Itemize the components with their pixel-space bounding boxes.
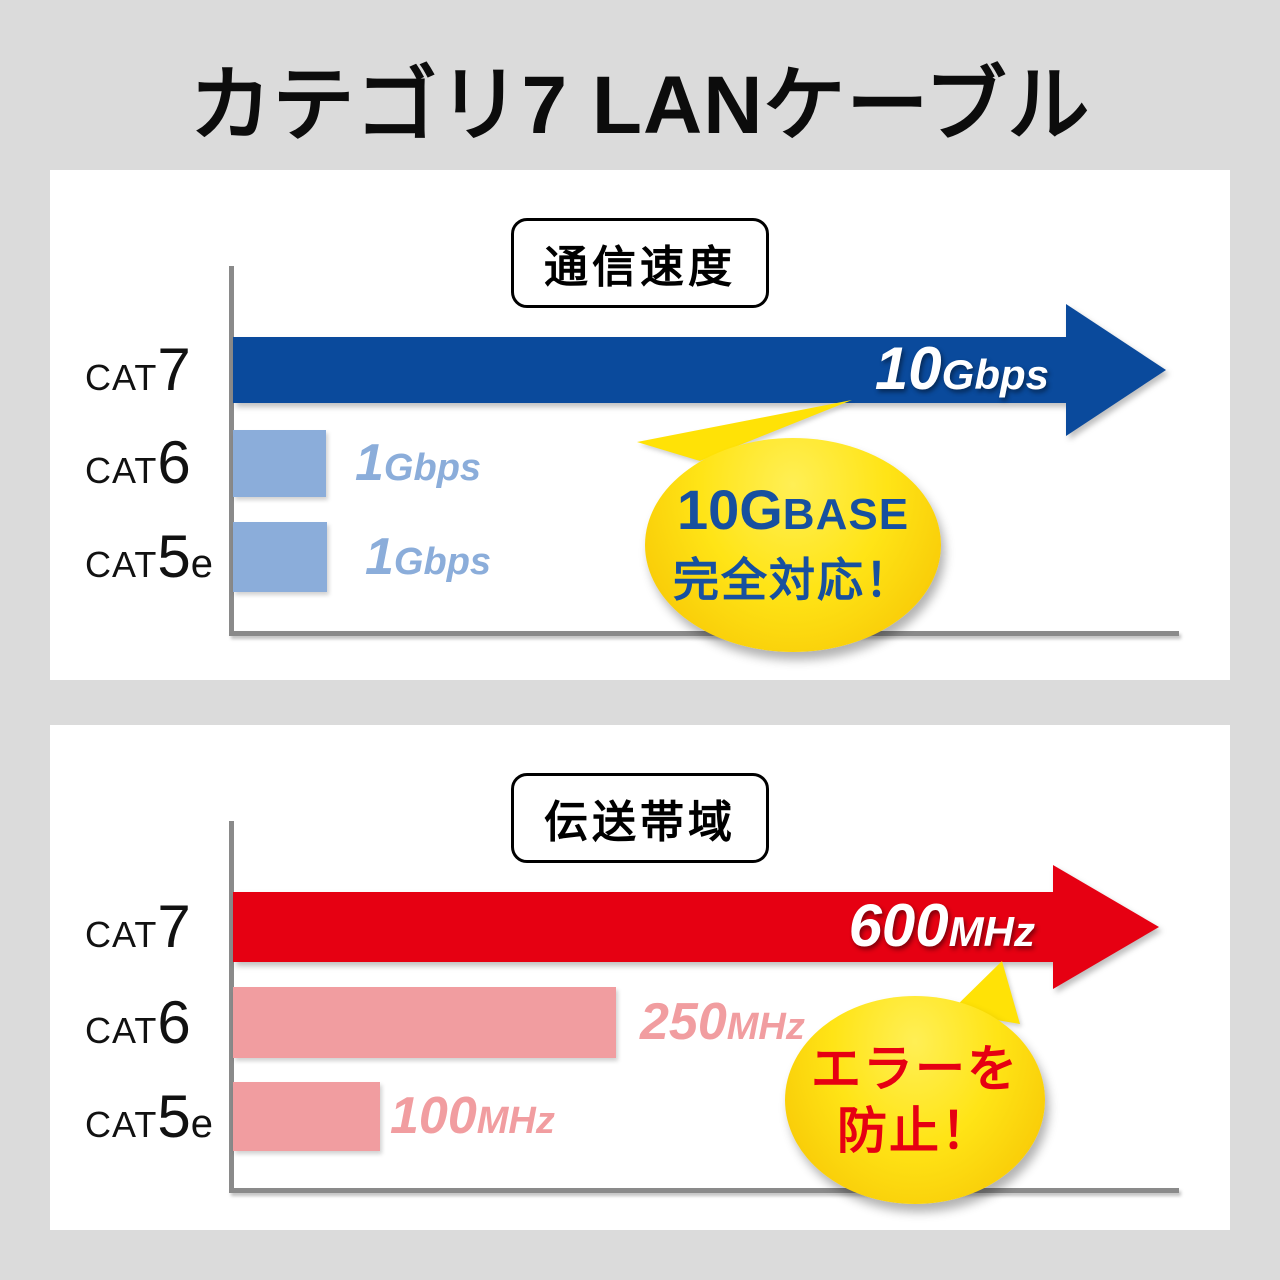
bandwidth-cat6-bar xyxy=(233,987,616,1058)
cat-number: 6 xyxy=(157,988,191,1056)
speed-cat7-label: CAT 7 xyxy=(85,335,191,405)
cat-prefix: CAT xyxy=(85,914,158,955)
bandwidth-cat5e-value: 100 MHz xyxy=(390,1082,555,1151)
bandwidth-x-axis xyxy=(229,1188,1179,1193)
bandwidth-cat7-value: 600 MHz xyxy=(848,891,1035,959)
bandwidth-cat6-label: CAT 6 xyxy=(85,987,191,1058)
cat-suffix: e xyxy=(190,1101,213,1146)
arrow-shaft xyxy=(233,337,1067,403)
speed-cat6-value: 1 Gbps xyxy=(355,428,481,498)
callout-bubble-error: エラーを 防止！ xyxy=(785,996,1045,1204)
callout-bubble-10gbase: 10G BASE 完全対応！ xyxy=(645,438,941,652)
cat-prefix: CAT xyxy=(85,1103,158,1145)
cat-number: 5 xyxy=(157,1082,191,1150)
bubble-line-2: 完全対応！ xyxy=(673,553,913,606)
bubble-text-small: BASE xyxy=(782,489,910,539)
speed-cat7-value: 10 Gbps xyxy=(874,334,1049,402)
cat-prefix: CAT xyxy=(85,544,158,585)
bandwidth-chart-title: 伝送帯域 xyxy=(511,773,769,863)
bandwidth-y-axis xyxy=(229,821,234,1191)
speed-cat7-arrow-bar: 10 Gbps xyxy=(233,304,1167,436)
bubble-line-1: 10G BASE xyxy=(676,477,910,541)
bandwidth-cat6-value: 250 MHz xyxy=(640,987,805,1058)
value-number: 10 xyxy=(874,334,942,402)
arrow-head-icon xyxy=(1053,865,1159,989)
cat-prefix: CAT xyxy=(85,1009,158,1051)
cat-number: 7 xyxy=(157,336,191,403)
value-unit: MHz xyxy=(948,907,1035,955)
value-number: 100 xyxy=(390,1087,477,1145)
value-number: 600 xyxy=(848,891,949,959)
speed-cat6-bar xyxy=(233,430,326,497)
bandwidth-cat7-label: CAT 7 xyxy=(85,892,191,962)
value-number: 1 xyxy=(355,433,384,492)
speed-cat6-label: CAT 6 xyxy=(85,428,191,498)
value-unit: Gbps xyxy=(393,540,492,583)
bandwidth-cat5e-label: CAT 5 e xyxy=(85,1082,213,1151)
bandwidth-cat7-arrow-bar: 600 MHz xyxy=(233,865,1159,989)
cat-number: 6 xyxy=(157,429,191,496)
speed-cat5e-value: 1 Gbps xyxy=(365,522,491,592)
bandwidth-chart-panel: 伝送帯域 CAT 7 CAT 6 CAT 5 e 600 MHz 250 MHz 100 MH… xyxy=(50,725,1230,1230)
speed-x-axis xyxy=(229,631,1179,636)
speed-chart-title: 通信速度 xyxy=(511,218,769,308)
arrow-head-icon xyxy=(1066,304,1166,436)
speed-cat5e-bar xyxy=(233,522,327,592)
value-unit: MHz xyxy=(726,1006,805,1048)
bubble-text-big: 10G xyxy=(676,477,783,541)
speed-y-axis xyxy=(229,266,234,636)
value-unit: Gbps xyxy=(383,446,482,489)
bubble-line-1: エラーを xyxy=(811,1040,1019,1097)
speed-chart-panel: 通信速度 CAT 7 CAT 6 CAT 5 e 10 Gbps 1 Gbps 1 Gbps xyxy=(50,170,1230,680)
value-unit: Gbps xyxy=(941,350,1049,398)
cat-prefix: CAT xyxy=(85,357,158,398)
bandwidth-cat5e-bar xyxy=(233,1082,380,1151)
value-number: 1 xyxy=(365,527,394,586)
value-number: 250 xyxy=(640,993,727,1051)
speed-cat5e-label: CAT 5 e xyxy=(85,522,213,592)
cat-number: 5 xyxy=(157,523,191,590)
bubble-line-2: 防止！ xyxy=(837,1103,993,1159)
cat-prefix: CAT xyxy=(85,450,158,491)
cat-suffix: e xyxy=(190,542,213,586)
cat-number: 7 xyxy=(157,893,191,960)
value-unit: MHz xyxy=(476,1100,555,1142)
page-title: カテゴリ7 LANケーブル xyxy=(189,60,1091,151)
arrow-shaft xyxy=(233,892,1054,962)
